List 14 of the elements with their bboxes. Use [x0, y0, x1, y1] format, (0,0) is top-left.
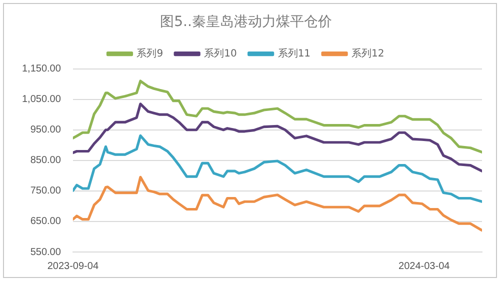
y-tick-label: 750.00: [30, 186, 62, 197]
legend-label: 系列11: [278, 47, 311, 60]
y-tick-label: 550.00: [30, 246, 62, 258]
legend-label: 系列12: [352, 47, 384, 60]
y-tick-label: 950.00: [30, 124, 62, 136]
legend-label: 系列9: [136, 47, 164, 60]
chart-title: 图5..秦皇岛港动力煤平仓价: [160, 14, 332, 30]
y-tick-label: 1,050.00: [22, 94, 62, 106]
y-tick-label: 850.00: [30, 155, 62, 166]
x-tick-label: 2023-09-04: [47, 260, 99, 272]
y-tick-label: 650.00: [30, 216, 62, 228]
y-tick-label: 1,150.00: [22, 64, 62, 75]
x-tick-label: 2024-03-04: [398, 260, 450, 272]
legend-label: 系列10: [204, 47, 237, 60]
